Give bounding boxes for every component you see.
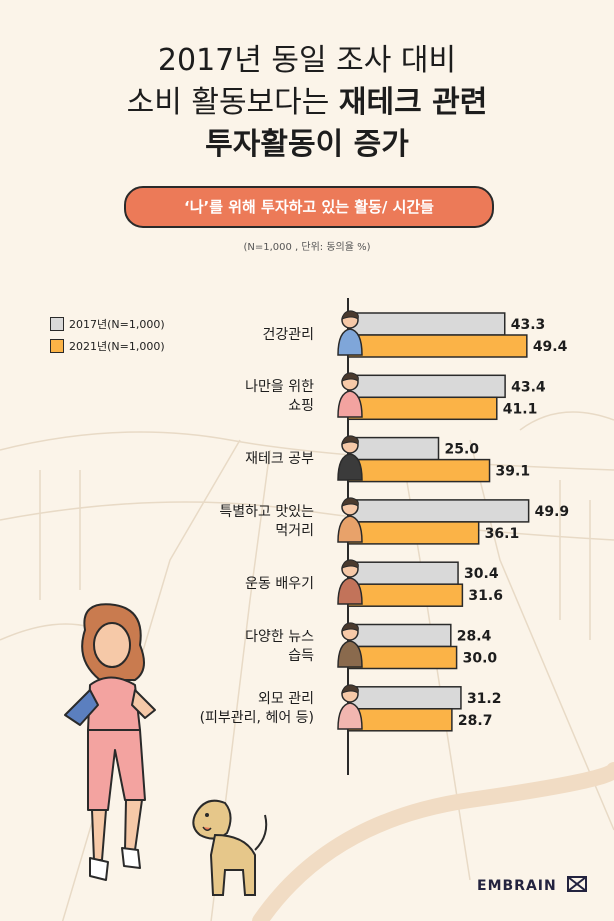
value-label-2021-6: 28.7 bbox=[458, 713, 493, 729]
legend-swatch-2017 bbox=[50, 317, 64, 331]
person-body-icon bbox=[337, 639, 363, 668]
category-label-line: 특별하고 맛있는 bbox=[219, 503, 314, 520]
category-label-line: 운동 배우기 bbox=[245, 575, 314, 592]
person-body-icon bbox=[337, 577, 363, 605]
value-label-2017-4: 30.4 bbox=[464, 566, 499, 582]
bar-2021-1 bbox=[347, 396, 498, 421]
person-illustration bbox=[337, 684, 363, 730]
category-label: 운동 배우기 bbox=[245, 575, 314, 594]
category-label-line: 먹거리 bbox=[275, 522, 314, 539]
person-illustration bbox=[337, 621, 363, 668]
value-label-2017-1: 43.4 bbox=[511, 379, 546, 395]
bar-2017-1 bbox=[347, 374, 506, 399]
dog-illustration bbox=[192, 799, 268, 896]
value-label-2021-3: 36.1 bbox=[485, 526, 520, 542]
title-line-2: 소비 활동보다는 재테크 관련 bbox=[0, 82, 614, 124]
title-line-3: 투자활동이 증가 bbox=[0, 124, 614, 166]
bar-2017-0 bbox=[347, 312, 506, 336]
page-title: 2017년 동일 조사 대비 소비 활동보다는 재테크 관련 투자활동이 증가 bbox=[0, 40, 614, 166]
brand-logo: EMBRAIN bbox=[477, 876, 587, 894]
legend-swatch-2021 bbox=[50, 339, 64, 353]
person-body-icon bbox=[337, 702, 363, 730]
value-label-2021-5: 30.0 bbox=[463, 651, 498, 667]
bar-2017-3 bbox=[347, 499, 530, 523]
category-label-line: 건강관리 bbox=[262, 326, 314, 343]
person-body-icon bbox=[337, 328, 363, 356]
runner-illustration bbox=[64, 603, 156, 881]
person-illustration bbox=[337, 497, 363, 543]
legend-label-2021: 2021년(N=1,000) bbox=[69, 340, 165, 353]
category-label-line: 나만을 위한 bbox=[245, 379, 314, 396]
category-label: 외모 관리 (피부관리, 헤어 등) bbox=[200, 690, 314, 728]
title-line-3-bold: 투자활동이 증가 bbox=[205, 127, 409, 162]
person-body-icon bbox=[337, 452, 363, 481]
person-illustration bbox=[337, 559, 363, 605]
category-label-line: 습득 bbox=[288, 647, 314, 664]
person-illustration bbox=[337, 435, 363, 481]
person-hair-icon bbox=[341, 435, 359, 445]
legend-item-2017: 2017년(N=1,000) bbox=[50, 313, 165, 335]
title-line-2-bold: 재테크 관련 bbox=[338, 85, 488, 120]
value-label-2017-2: 25.0 bbox=[445, 442, 480, 458]
category-label: 건강관리 bbox=[262, 326, 314, 345]
value-label-2021-4: 31.6 bbox=[468, 588, 503, 604]
category-label: 재테크 공부 bbox=[245, 450, 314, 469]
title-line-1: 2017년 동일 조사 대비 bbox=[157, 43, 457, 78]
category-label-line: (피부관리, 헤어 등) bbox=[199, 709, 314, 726]
person-hair-icon bbox=[341, 559, 359, 570]
person-body-icon bbox=[337, 515, 363, 543]
category-label-line: 쇼핑 bbox=[288, 398, 314, 415]
value-label-2017-3: 49.9 bbox=[535, 504, 570, 520]
subtitle-pill: ‘나’를 위해 투자하고 있는 활동/ 시간들 bbox=[124, 186, 494, 228]
person-illustration bbox=[337, 310, 363, 356]
brand-name: EMBRAIN bbox=[477, 878, 557, 894]
legend-item-2021: 2021년(N=1,000) bbox=[50, 335, 165, 357]
bar-2021-0 bbox=[347, 334, 528, 358]
legend-label-2017: 2017년(N=1,000) bbox=[69, 318, 165, 331]
person-hair-icon bbox=[341, 310, 359, 320]
person-hair-icon bbox=[341, 372, 359, 383]
category-label-line: 다양한 뉴스 bbox=[245, 628, 314, 645]
unit-note: (N=1,000 , 단위: 동의율 %) bbox=[243, 242, 371, 253]
value-label-2017-0: 43.3 bbox=[511, 317, 546, 333]
person-hair-icon bbox=[341, 621, 359, 632]
person-illustration bbox=[337, 372, 363, 419]
person-body-icon bbox=[337, 390, 363, 419]
brand-mark-icon bbox=[566, 876, 587, 892]
person-hair-icon bbox=[341, 497, 359, 507]
category-label-line: 재테크 공부 bbox=[245, 451, 314, 468]
value-label-2021-1: 41.1 bbox=[503, 401, 538, 417]
value-label-2017-5: 28.4 bbox=[457, 629, 492, 645]
title-line-2-normal: 소비 활동보다는 bbox=[126, 85, 339, 120]
legend: 2017년(N=1,000) 2021년(N=1,000) bbox=[50, 313, 165, 357]
person-hair-icon bbox=[341, 684, 359, 694]
value-label-2021-0: 49.4 bbox=[533, 339, 568, 355]
value-label-2021-2: 39.1 bbox=[496, 464, 531, 480]
value-label-2017-6: 31.2 bbox=[467, 691, 502, 707]
category-label-line: 외모 관리 bbox=[258, 690, 314, 707]
